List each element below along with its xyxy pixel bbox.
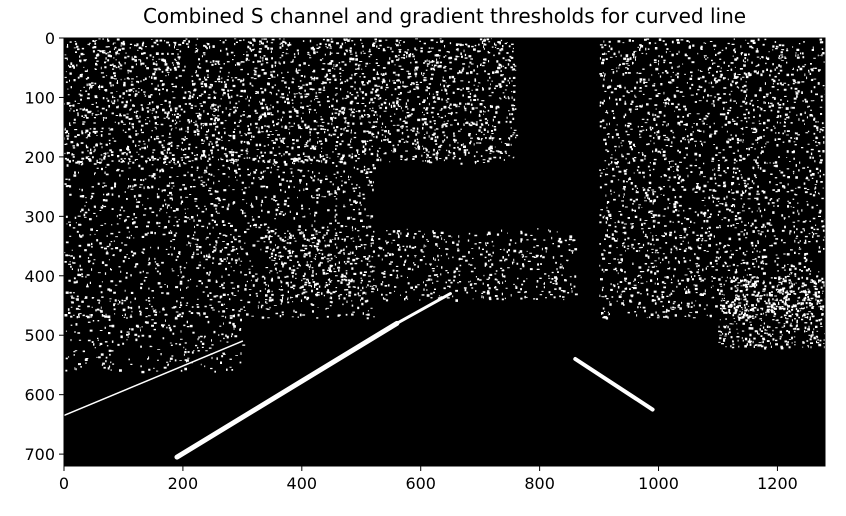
x-tick-label: 1000: [638, 474, 679, 493]
plot-frame: [63, 37, 826, 467]
x-tick-label: 600: [405, 474, 436, 493]
right-lane-line: [573, 357, 655, 412]
y-tick-label: 400: [24, 267, 55, 286]
y-tick-label: 600: [24, 386, 55, 405]
y-tick-label: 200: [24, 148, 55, 167]
y-tick-label: 100: [24, 88, 55, 107]
y-tick-label: 500: [24, 326, 55, 345]
x-tick-label: 1200: [757, 474, 798, 493]
binary-road-image: [63, 38, 827, 466]
y-tick-label: 0: [45, 29, 55, 48]
figure-title: Combined S channel and gradient threshol…: [142, 4, 747, 28]
x-tick-label: 400: [287, 474, 318, 493]
road-edge-line: [63, 340, 244, 417]
y-tick-label: 700: [24, 445, 55, 464]
left-lane-line: [174, 320, 400, 460]
threshold-noise: [64, 38, 827, 374]
y-tick-label: 300: [24, 207, 55, 226]
x-tick-label: 0: [59, 474, 69, 493]
x-tick-label: 800: [524, 474, 555, 493]
x-tick-label: 200: [168, 474, 199, 493]
axis-ticks: 0 200 400 600 800 1000 1200 0 100 200 300 400 500 600…: [24, 29, 797, 493]
image-background: [64, 38, 825, 466]
left-lane-line-upper: [395, 292, 452, 325]
